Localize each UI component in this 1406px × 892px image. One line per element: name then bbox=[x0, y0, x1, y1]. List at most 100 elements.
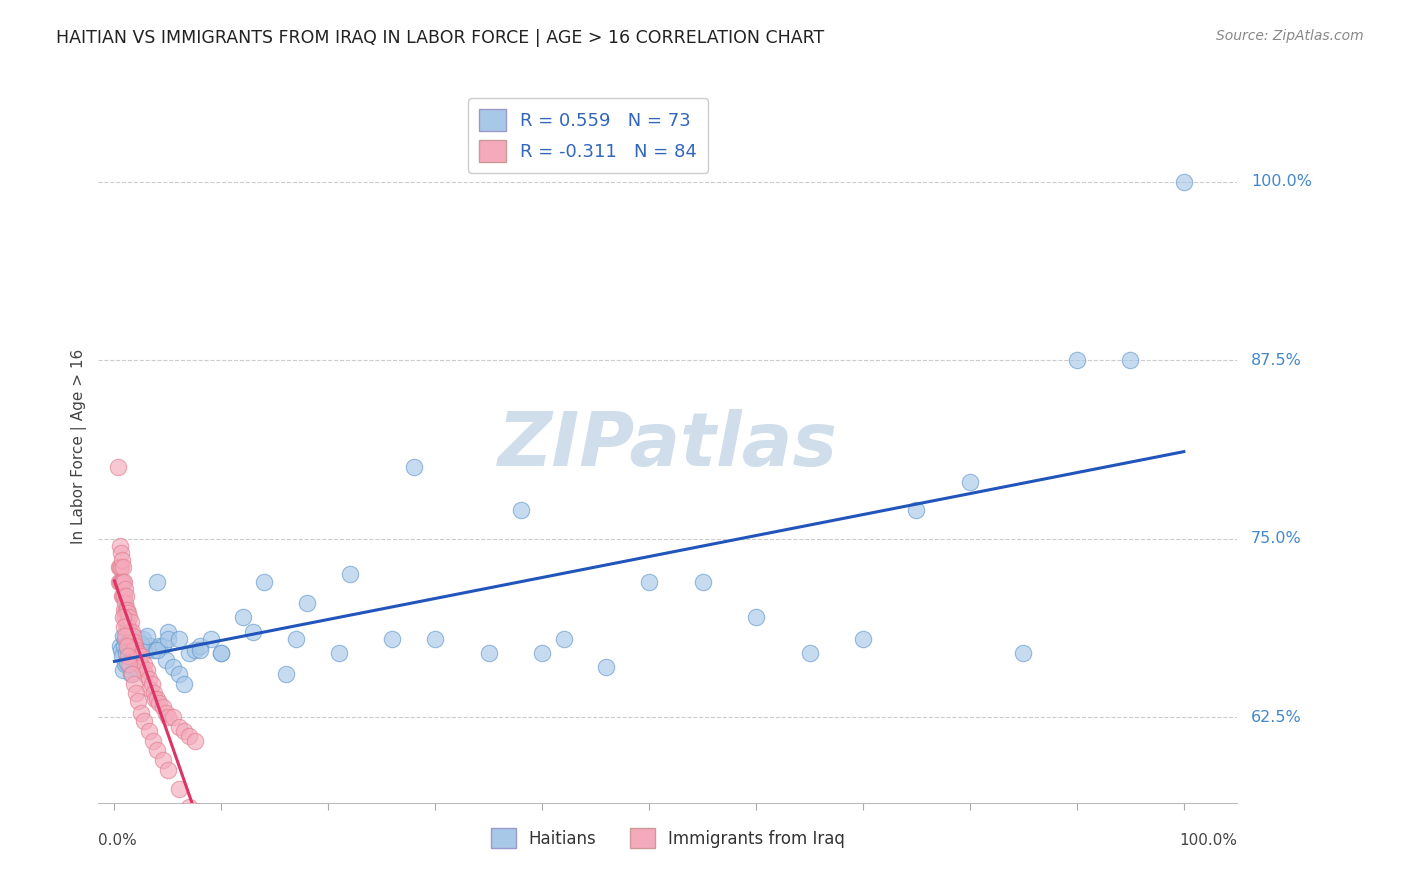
Point bbox=[242, 624, 264, 639]
Point bbox=[209, 646, 232, 660]
Point bbox=[124, 639, 146, 653]
Point bbox=[139, 681, 162, 696]
Point bbox=[143, 643, 166, 657]
Point bbox=[111, 589, 134, 603]
Point bbox=[156, 710, 179, 724]
Point bbox=[173, 724, 195, 739]
Point bbox=[253, 574, 276, 589]
Point bbox=[117, 656, 139, 670]
Point bbox=[121, 667, 143, 681]
Point bbox=[110, 643, 132, 657]
Point bbox=[125, 643, 148, 657]
Point bbox=[179, 646, 201, 660]
Point bbox=[117, 606, 139, 620]
Point bbox=[115, 589, 138, 603]
Legend: Haitians, Immigrants from Iraq: Haitians, Immigrants from Iraq bbox=[484, 822, 852, 855]
Point bbox=[146, 691, 169, 706]
Point bbox=[129, 639, 152, 653]
Point bbox=[129, 706, 152, 720]
Point bbox=[112, 620, 135, 634]
Point bbox=[167, 720, 190, 734]
Point bbox=[114, 657, 136, 672]
Point bbox=[112, 639, 135, 653]
Point bbox=[134, 714, 156, 729]
Point bbox=[381, 632, 404, 646]
Point bbox=[111, 629, 134, 643]
Point bbox=[107, 574, 129, 589]
Point bbox=[328, 646, 350, 660]
Point bbox=[152, 753, 174, 767]
Point bbox=[1119, 353, 1142, 368]
Point bbox=[402, 460, 425, 475]
Point bbox=[1012, 646, 1035, 660]
Point bbox=[120, 632, 142, 646]
Point bbox=[110, 574, 132, 589]
Point bbox=[295, 596, 318, 610]
Point bbox=[188, 643, 211, 657]
Point bbox=[112, 603, 135, 617]
Text: ZIPatlas: ZIPatlas bbox=[498, 409, 838, 483]
Point bbox=[118, 657, 141, 672]
Point bbox=[799, 646, 821, 660]
Point bbox=[107, 560, 129, 574]
Point bbox=[121, 629, 143, 643]
Point bbox=[179, 800, 201, 814]
Point bbox=[129, 648, 152, 663]
Point bbox=[125, 686, 148, 700]
Point bbox=[167, 781, 190, 796]
Point bbox=[108, 574, 131, 589]
Point bbox=[553, 632, 575, 646]
Point bbox=[111, 648, 134, 663]
Point bbox=[117, 640, 139, 655]
Text: 87.5%: 87.5% bbox=[1251, 353, 1302, 368]
Point bbox=[339, 567, 361, 582]
Point bbox=[111, 574, 134, 589]
Text: 100.0%: 100.0% bbox=[1180, 833, 1237, 848]
Point bbox=[115, 603, 138, 617]
Point bbox=[135, 663, 157, 677]
Point bbox=[117, 615, 139, 629]
Point bbox=[114, 610, 136, 624]
Point bbox=[134, 657, 156, 672]
Point bbox=[692, 574, 714, 589]
Point bbox=[115, 617, 138, 632]
Point bbox=[114, 596, 136, 610]
Point bbox=[135, 643, 157, 657]
Point bbox=[127, 646, 149, 660]
Point bbox=[122, 677, 145, 691]
Point bbox=[120, 646, 142, 660]
Point bbox=[155, 653, 177, 667]
Point bbox=[121, 624, 143, 639]
Point bbox=[162, 660, 184, 674]
Point bbox=[114, 629, 136, 643]
Point bbox=[117, 657, 139, 672]
Point bbox=[121, 634, 143, 648]
Point bbox=[117, 603, 139, 617]
Point bbox=[167, 632, 190, 646]
Point bbox=[148, 696, 170, 710]
Point bbox=[132, 632, 155, 646]
Point bbox=[120, 667, 142, 681]
Point bbox=[111, 553, 134, 567]
Point bbox=[745, 610, 768, 624]
Point bbox=[125, 643, 148, 657]
Point bbox=[139, 639, 162, 653]
Point bbox=[110, 546, 132, 560]
Point bbox=[152, 700, 174, 714]
Text: HAITIAN VS IMMIGRANTS FROM IRAQ IN LABOR FORCE | AGE > 16 CORRELATION CHART: HAITIAN VS IMMIGRANTS FROM IRAQ IN LABOR… bbox=[56, 29, 824, 46]
Point bbox=[531, 646, 554, 660]
Point bbox=[110, 560, 132, 574]
Point bbox=[183, 734, 205, 748]
Text: 0.0%: 0.0% bbox=[98, 833, 138, 848]
Point bbox=[478, 646, 501, 660]
Point bbox=[127, 694, 149, 708]
Point bbox=[209, 646, 232, 660]
Point bbox=[122, 634, 145, 648]
Point bbox=[285, 632, 308, 646]
Point bbox=[112, 574, 135, 589]
Point bbox=[121, 640, 143, 655]
Point bbox=[117, 634, 139, 648]
Point bbox=[135, 629, 157, 643]
Point bbox=[129, 657, 152, 672]
Point bbox=[122, 648, 145, 663]
